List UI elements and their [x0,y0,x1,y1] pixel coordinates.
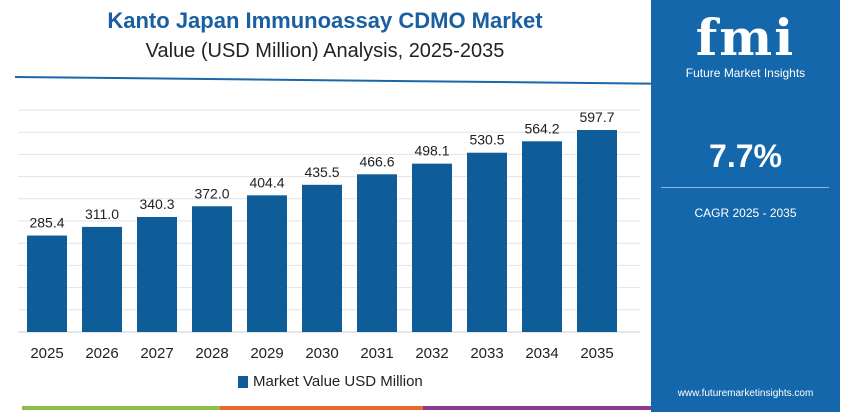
cagr-divider [661,187,829,188]
footer-strip-purple [423,406,651,410]
chart-title: Kanto Japan Immunoassay CDMO Market [107,8,543,33]
bar-2029 [247,195,287,332]
bar-2035 [577,130,617,332]
website-link[interactable]: www.futuremarketinsights.com [677,388,814,399]
chart-subtitle: Value (USD Million) Analysis, 2025-2035 [145,40,505,62]
bar-2031 [357,174,397,332]
legend-label: Market Value USD Million [253,373,423,390]
legend: Market Value USD Million [238,373,423,390]
cagr-value: 7.7% [709,138,782,174]
x-tick-2030: 2030 [305,345,338,362]
bar-2026 [82,226,122,332]
bar-2028 [192,206,232,332]
x-tick-2031: 2031 [360,345,393,362]
x-tick-2025: 2025 [30,345,63,362]
logo-text: Future Market Insights [685,66,806,80]
brand-panel: fmi Future Market Insights 7.7% CAGR 202… [651,0,840,412]
data-label-2033: 530.5 [469,132,504,148]
data-label-2028: 372.0 [194,185,229,201]
x-tick-2035: 2035 [580,345,613,362]
bar-chart: 285.4 2025 311.0 2026 340.3 2027 372.0 2028 404.… [18,109,640,362]
bar-2025 [27,235,67,332]
legend-swatch [238,375,248,388]
cagr-label: CAGR 2025 - 2035 [694,206,797,220]
bar-2034 [522,141,562,332]
data-label-2029: 404.4 [249,174,284,190]
x-tick-2026: 2026 [85,345,118,362]
footer-strip-green [22,406,220,410]
x-tick-2033: 2033 [470,345,503,362]
x-tick-2032: 2032 [415,345,448,362]
bar-2027 [137,216,177,332]
data-label-2032: 498.1 [414,143,449,159]
footer-strip-orange [220,406,423,410]
data-label-2025: 285.4 [29,215,64,231]
data-label-2034: 564.2 [524,120,559,136]
data-label-2031: 466.6 [359,153,394,169]
x-tick-2034: 2034 [525,345,558,362]
fmi-logo: fmi [695,8,796,67]
data-label-2030: 435.5 [304,164,339,180]
x-tick-2028: 2028 [195,345,228,362]
bar-2030 [302,184,342,332]
bar-2032 [412,163,452,332]
data-label-2027: 340.3 [139,196,174,212]
data-label-2035: 597.7 [579,109,614,125]
x-tick-2027: 2027 [140,345,173,362]
bar-2033 [467,152,507,332]
data-label-2026: 311.0 [85,206,119,222]
x-tick-2029: 2029 [250,345,283,362]
